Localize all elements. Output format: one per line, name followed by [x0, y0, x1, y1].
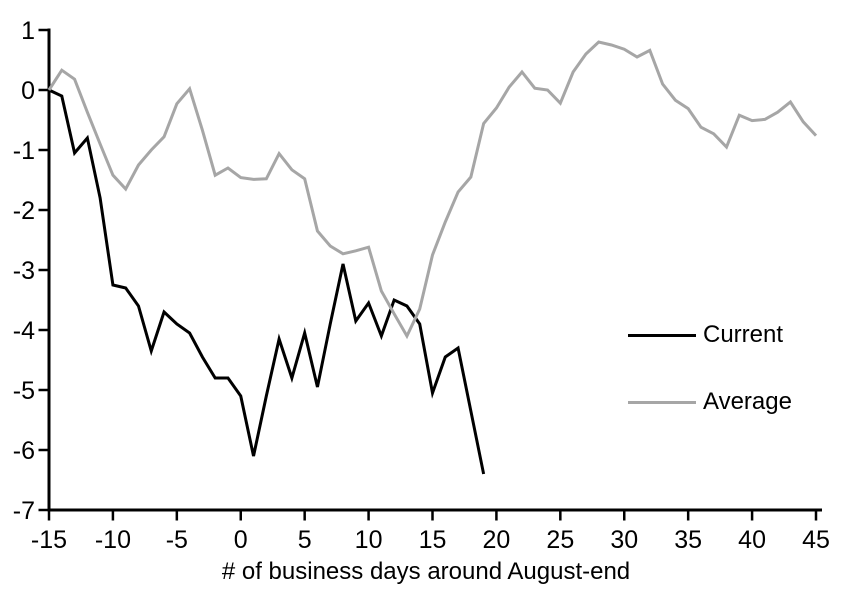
x-tick-label: -10	[95, 526, 131, 554]
current-line-swatch	[628, 333, 696, 337]
y-tick-label: -6	[13, 437, 35, 465]
x-tick-label: 10	[355, 526, 383, 554]
x-tick-label: 0	[234, 526, 248, 554]
axis-lines	[47, 28, 822, 512]
y-tick-label: 1	[21, 17, 35, 45]
y-tick-label: -2	[13, 197, 35, 225]
legend-item-current: Current	[628, 321, 783, 349]
x-tick-label: 15	[419, 526, 447, 554]
y-tick-label: -1	[13, 137, 35, 165]
x-tick-label: 25	[546, 526, 574, 554]
x-tick-label: 20	[483, 526, 511, 554]
x-tick-label: -5	[166, 526, 188, 554]
legend-item-average: Average	[628, 388, 792, 416]
average-line-swatch	[628, 400, 696, 404]
x-tick-label: 45	[802, 526, 830, 554]
series-line-current	[48, 88, 486, 475]
x-tick-label: -15	[31, 526, 67, 554]
y-tick-label: 0	[21, 77, 35, 105]
x-tick-label: 5	[298, 526, 312, 554]
x-tick-label: 30	[610, 526, 638, 554]
legend-label-current: Current	[703, 321, 784, 348]
legend-label-average: Average	[703, 388, 792, 415]
y-tick-label: -5	[13, 377, 35, 405]
x-tick-label: 40	[738, 526, 766, 554]
y-tick-label: -7	[13, 497, 35, 525]
series-line-average	[47, 40, 818, 340]
x-tick-label: 35	[674, 526, 702, 554]
y-tick-label: -3	[13, 257, 35, 285]
x-axis-title: # of business days around August-end	[221, 558, 631, 585]
y-tick-label: -4	[13, 317, 35, 345]
